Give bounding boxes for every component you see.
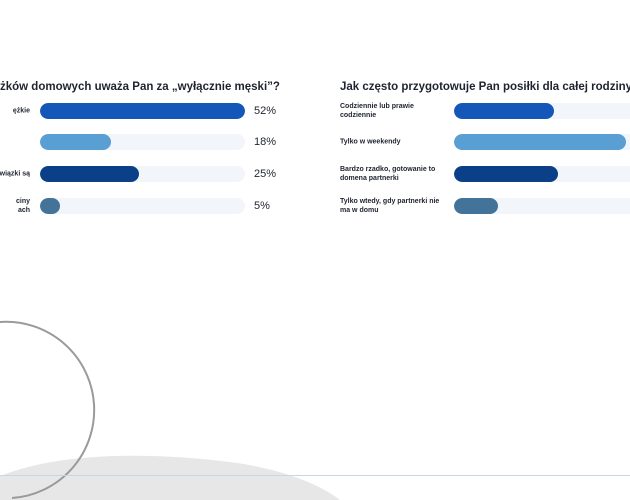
right-category-label: Tylko wtedy, gdy partnerki nie ma w domu [340, 198, 440, 214]
right-bar-row: Bardzo rzadko, gotowanie to domena partn… [340, 163, 630, 185]
footer-divider [0, 475, 630, 476]
right-bar-row: Tylko w weekendy [340, 131, 630, 153]
left-bar [40, 198, 60, 214]
right-bar [454, 166, 558, 182]
left-category-label: ężkie [12, 107, 30, 115]
right-category-label: Bardzo rzadko, gotowanie to domena partn… [340, 166, 436, 182]
right-bar-track [454, 166, 630, 182]
right-bar [454, 198, 498, 214]
left-value-label: 25% [254, 168, 277, 180]
left-bar-row: wiązki są 25% [0, 163, 290, 185]
left-category-label: wiązki są [0, 170, 30, 178]
right-bar-track [454, 198, 630, 214]
right-category-label: Tylko w weekendy [340, 138, 401, 146]
left-bar-track [40, 166, 245, 182]
left-category-label: ciny ach [15, 198, 30, 214]
right-category-label: Codziennie lub prawie codziennie [340, 103, 414, 119]
grey-wave-shape [0, 455, 340, 500]
left-value-label: 5% [254, 200, 270, 212]
left-value-label: 52% [254, 105, 277, 117]
left-bar [40, 166, 139, 182]
right-bar-track [454, 103, 630, 119]
right-bar [454, 134, 626, 150]
left-bar-track [40, 198, 245, 214]
left-bar [40, 103, 245, 119]
left-bar-row: 18% [0, 131, 290, 153]
right-bar-row: Codziennie lub prawie codziennie [340, 100, 630, 122]
left-bar-track [40, 103, 245, 119]
right-bar [454, 103, 554, 119]
left-bar-row: ciny ach 5% [0, 195, 290, 217]
chart-right-title: Jak często przygotowuje Pan posiłki dla … [340, 81, 630, 93]
chart-left-title: żków domowych uważa Pan za „wyłącznie mę… [0, 81, 280, 93]
grey-circle-arc [0, 320, 96, 499]
left-bar-track [40, 134, 245, 150]
left-bar-row: ężkie 52% [0, 100, 290, 122]
right-bar-track [454, 134, 630, 150]
left-bar [40, 134, 111, 150]
left-value-label: 18% [254, 136, 277, 148]
right-bar-row: Tylko wtedy, gdy partnerki nie ma w domu [340, 195, 630, 217]
